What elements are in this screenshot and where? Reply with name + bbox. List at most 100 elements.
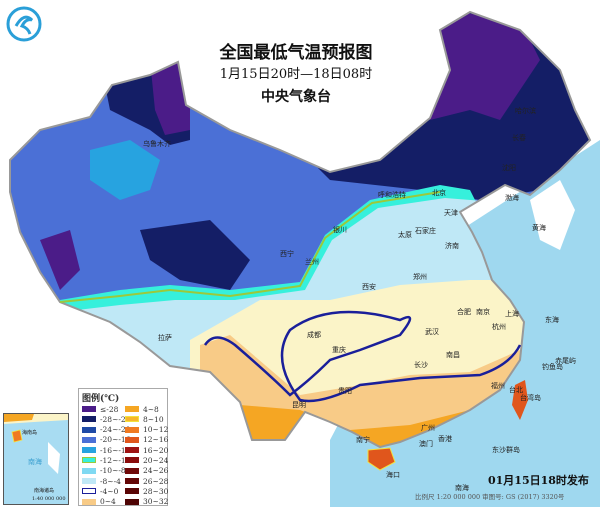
city-label: 乌鲁木齐 [143, 139, 171, 148]
cma-logo [6, 6, 42, 42]
korea-japan-land [530, 180, 575, 250]
legend-item: -20~-16 [82, 435, 130, 445]
city-label: 长春 [512, 133, 526, 142]
city-label: 上海 [505, 309, 519, 318]
legend-label: 20~24 [143, 455, 169, 465]
legend-swatch [125, 478, 139, 485]
scale-note: 比例尺 1:20 000 000 审图号: GS (2017) 3320号 [415, 493, 565, 501]
legend-swatch [125, 436, 139, 443]
issue-time: 01月15日18时发布 [488, 474, 589, 487]
inset-sea-label: 南海 [28, 457, 42, 466]
legend-item: 30~32 [125, 497, 168, 507]
city-label: 合肥 [457, 307, 471, 316]
city-label: 石家庄 [415, 226, 436, 235]
island-label: 钓鱼岛 [542, 362, 563, 371]
legend-label: -16~-12 [100, 445, 131, 455]
legend-swatch [125, 416, 139, 423]
legend-label: 30~32 [143, 497, 169, 507]
city-label: 呼和浩特 [378, 190, 406, 199]
city-label: 沈阳 [502, 163, 516, 172]
city-label: 香港 [438, 434, 452, 443]
city-label: 广州 [421, 423, 435, 432]
legend-label: 26~28 [143, 476, 169, 486]
legend-item: -8~-4 [82, 476, 130, 486]
legend-item: ≤-28 [82, 404, 130, 414]
legend-item: -12~-10 [82, 455, 130, 465]
city-label: 长沙 [414, 360, 428, 369]
legend-label: ≤-28 [100, 404, 119, 414]
taiwan-island [512, 380, 528, 420]
city-label: 哈尔滨 [515, 106, 536, 115]
legend-item: 28~30 [125, 486, 168, 496]
legend-swatch [82, 436, 96, 443]
legend-item: 0~4 [82, 497, 130, 507]
city-label: 杭州 [492, 322, 506, 331]
city-label: 澳门 [419, 439, 433, 448]
isotherm-zero [203, 310, 522, 403]
legend-swatch [82, 447, 96, 454]
legend-item: 24~26 [125, 466, 168, 476]
inset-islands-label: 南海诸岛 [34, 487, 54, 494]
legend-swatch [125, 488, 139, 495]
legend-label: -28~-24 [100, 414, 131, 424]
city-label: 武汉 [425, 327, 439, 336]
legend-item: 8~10 [125, 414, 168, 424]
city-label: 南宁 [356, 435, 370, 444]
city-label: 北京 [432, 188, 446, 197]
city-label: 郑州 [413, 273, 427, 281]
sea-label: 黄海 [532, 223, 546, 232]
legend-swatch [125, 447, 139, 454]
legend-label: 28~30 [143, 486, 169, 496]
legend-label: 12~16 [143, 435, 169, 445]
isotherm-minus12 [59, 191, 441, 303]
island-label: 台湾岛 [520, 393, 541, 402]
city-label: 昆明 [292, 401, 306, 409]
city-label: 重庆 [332, 345, 346, 354]
legend-item: 10~12 [125, 425, 168, 435]
legend-label: 4~8 [143, 404, 159, 414]
hainan-island [367, 447, 396, 471]
legend-swatch [82, 467, 96, 474]
city-label: 南京 [476, 307, 490, 316]
legend-item: 20~24 [125, 455, 168, 465]
legend-label: 16~20 [143, 445, 169, 455]
legend-swatch [82, 406, 96, 412]
legend-swatch [82, 498, 96, 505]
legend-swatch [82, 416, 96, 423]
city-label: 西宁 [280, 249, 294, 258]
legend-swatch [82, 478, 96, 485]
city-label: 贵阳 [338, 386, 352, 395]
legend-label: -8~-4 [100, 476, 121, 486]
legend-item: 16~20 [125, 445, 168, 455]
legend-item: -16~-12 [82, 445, 130, 455]
city-label: 南昌 [446, 350, 460, 359]
island-label: 东沙群岛 [492, 445, 520, 454]
legend-swatch [82, 457, 96, 464]
forecast-period: 1月15日20时—18日08时 [219, 67, 373, 82]
legend-item: 12~16 [125, 435, 168, 445]
legend-label: 0~4 [100, 497, 116, 507]
inset-island-label: 海南岛 [22, 429, 37, 436]
legend-item: -10~-8 [82, 466, 130, 476]
city-label: 天津 [444, 209, 458, 217]
legend-swatch [125, 467, 139, 474]
legend-item: -4~0 [82, 486, 130, 496]
legend-item: -28~-24 [82, 414, 130, 424]
issuer: 中央气象台 [261, 89, 331, 105]
legend-label: 24~26 [143, 466, 169, 476]
sea-label: 渤海 [505, 193, 519, 202]
city-label: 兰州 [305, 257, 319, 266]
legend-swatch [82, 488, 96, 495]
legend-label: -24~-20 [100, 425, 131, 435]
legend-swatch [125, 406, 139, 412]
legend-label: 10~12 [143, 425, 169, 435]
legend-swatch [125, 498, 139, 505]
legend-label: -4~0 [100, 486, 119, 496]
south-china-sea-inset: 海南岛 南海 南海诸岛 1:40 000 000 [3, 413, 69, 505]
city-label: 太原 [398, 230, 412, 239]
legend-label: -10~-8 [100, 466, 126, 476]
city-labels: 乌鲁木齐 哈尔滨 长春 沈阳 北京 天津 呼和浩特 石家庄 太原 银川 兰州 西… [143, 106, 576, 492]
sea-label: 东海 [545, 315, 559, 324]
legend-label: -12~-10 [100, 455, 131, 465]
legend-item: 4~8 [125, 404, 168, 414]
